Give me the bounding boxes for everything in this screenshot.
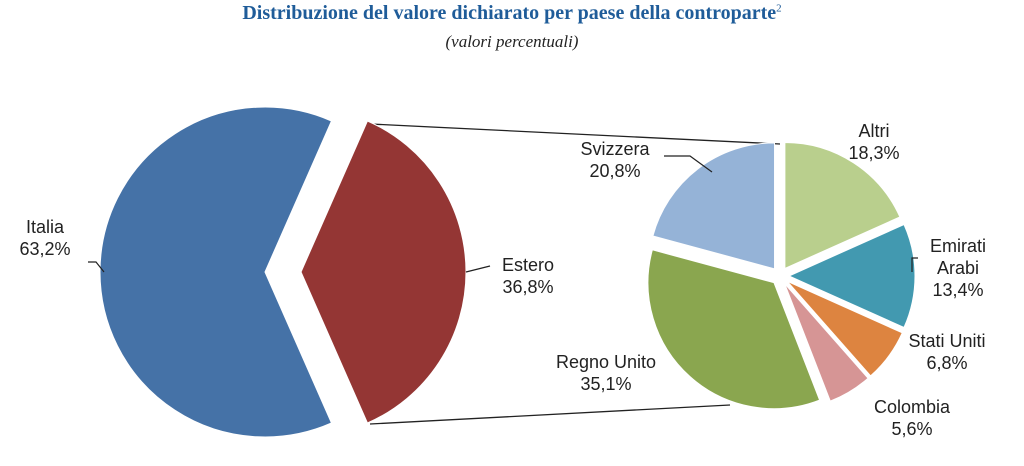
slice-italia xyxy=(99,106,333,438)
label-emirati-arabi: Emirati Arabi 13,4% xyxy=(930,236,986,300)
label-altri: Altri 18,3% xyxy=(848,121,899,163)
connector-line-bottom xyxy=(369,404,731,425)
slice-stati-uniti xyxy=(786,280,903,377)
slice-regno-unito xyxy=(647,249,821,410)
title-text: Distribuzione del valore dichiarato per … xyxy=(242,2,777,24)
label-colombia: Colombia 5,6% xyxy=(874,397,951,439)
slice-emirati-arabi xyxy=(787,223,916,329)
title-footnote: 2 xyxy=(776,2,782,15)
connector-line-top xyxy=(369,123,781,145)
label-italia: Italia 63,2% xyxy=(19,217,70,259)
slice-estero xyxy=(300,120,467,424)
label-estero: Estero 36,8% xyxy=(502,255,554,297)
leader-italia xyxy=(88,261,105,273)
label-svizzera: Svizzera 20,8% xyxy=(580,139,650,181)
leader-svizzera xyxy=(664,155,713,173)
leader-emirati xyxy=(911,257,918,272)
chart-title: Distribuzione del valore dichiarato per … xyxy=(0,2,1024,25)
slice-altri xyxy=(784,141,901,270)
chart-subtitle: (valori percentuali) xyxy=(445,32,579,51)
slice-colombia xyxy=(784,283,869,402)
slice-svizzera xyxy=(652,142,776,270)
label-regno-unito: Regno Unito 35,1% xyxy=(556,352,656,394)
leader-estero xyxy=(465,265,491,273)
label-stati-uniti: Stati Uniti 6,8% xyxy=(908,331,985,373)
